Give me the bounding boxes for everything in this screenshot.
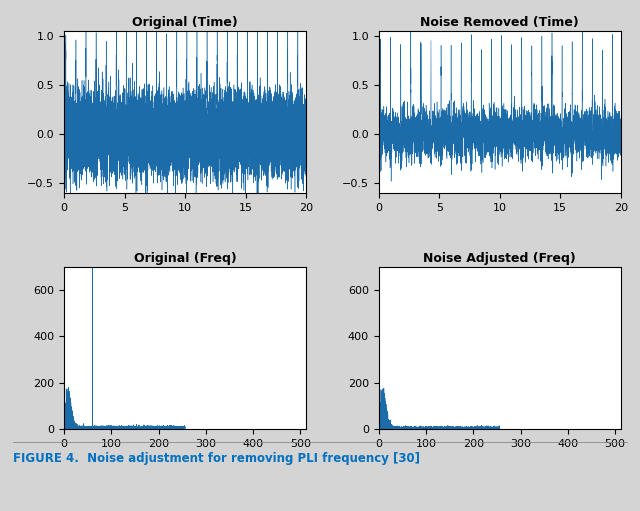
Title: Noise Removed (Time): Noise Removed (Time) xyxy=(420,16,579,30)
Title: Noise Adjusted (Freq): Noise Adjusted (Freq) xyxy=(424,252,576,265)
Text: FIGURE 4.  Noise adjustment for removing PLI frequency [30]: FIGURE 4. Noise adjustment for removing … xyxy=(13,452,420,465)
Title: Original (Time): Original (Time) xyxy=(132,16,238,30)
Title: Original (Freq): Original (Freq) xyxy=(134,252,236,265)
